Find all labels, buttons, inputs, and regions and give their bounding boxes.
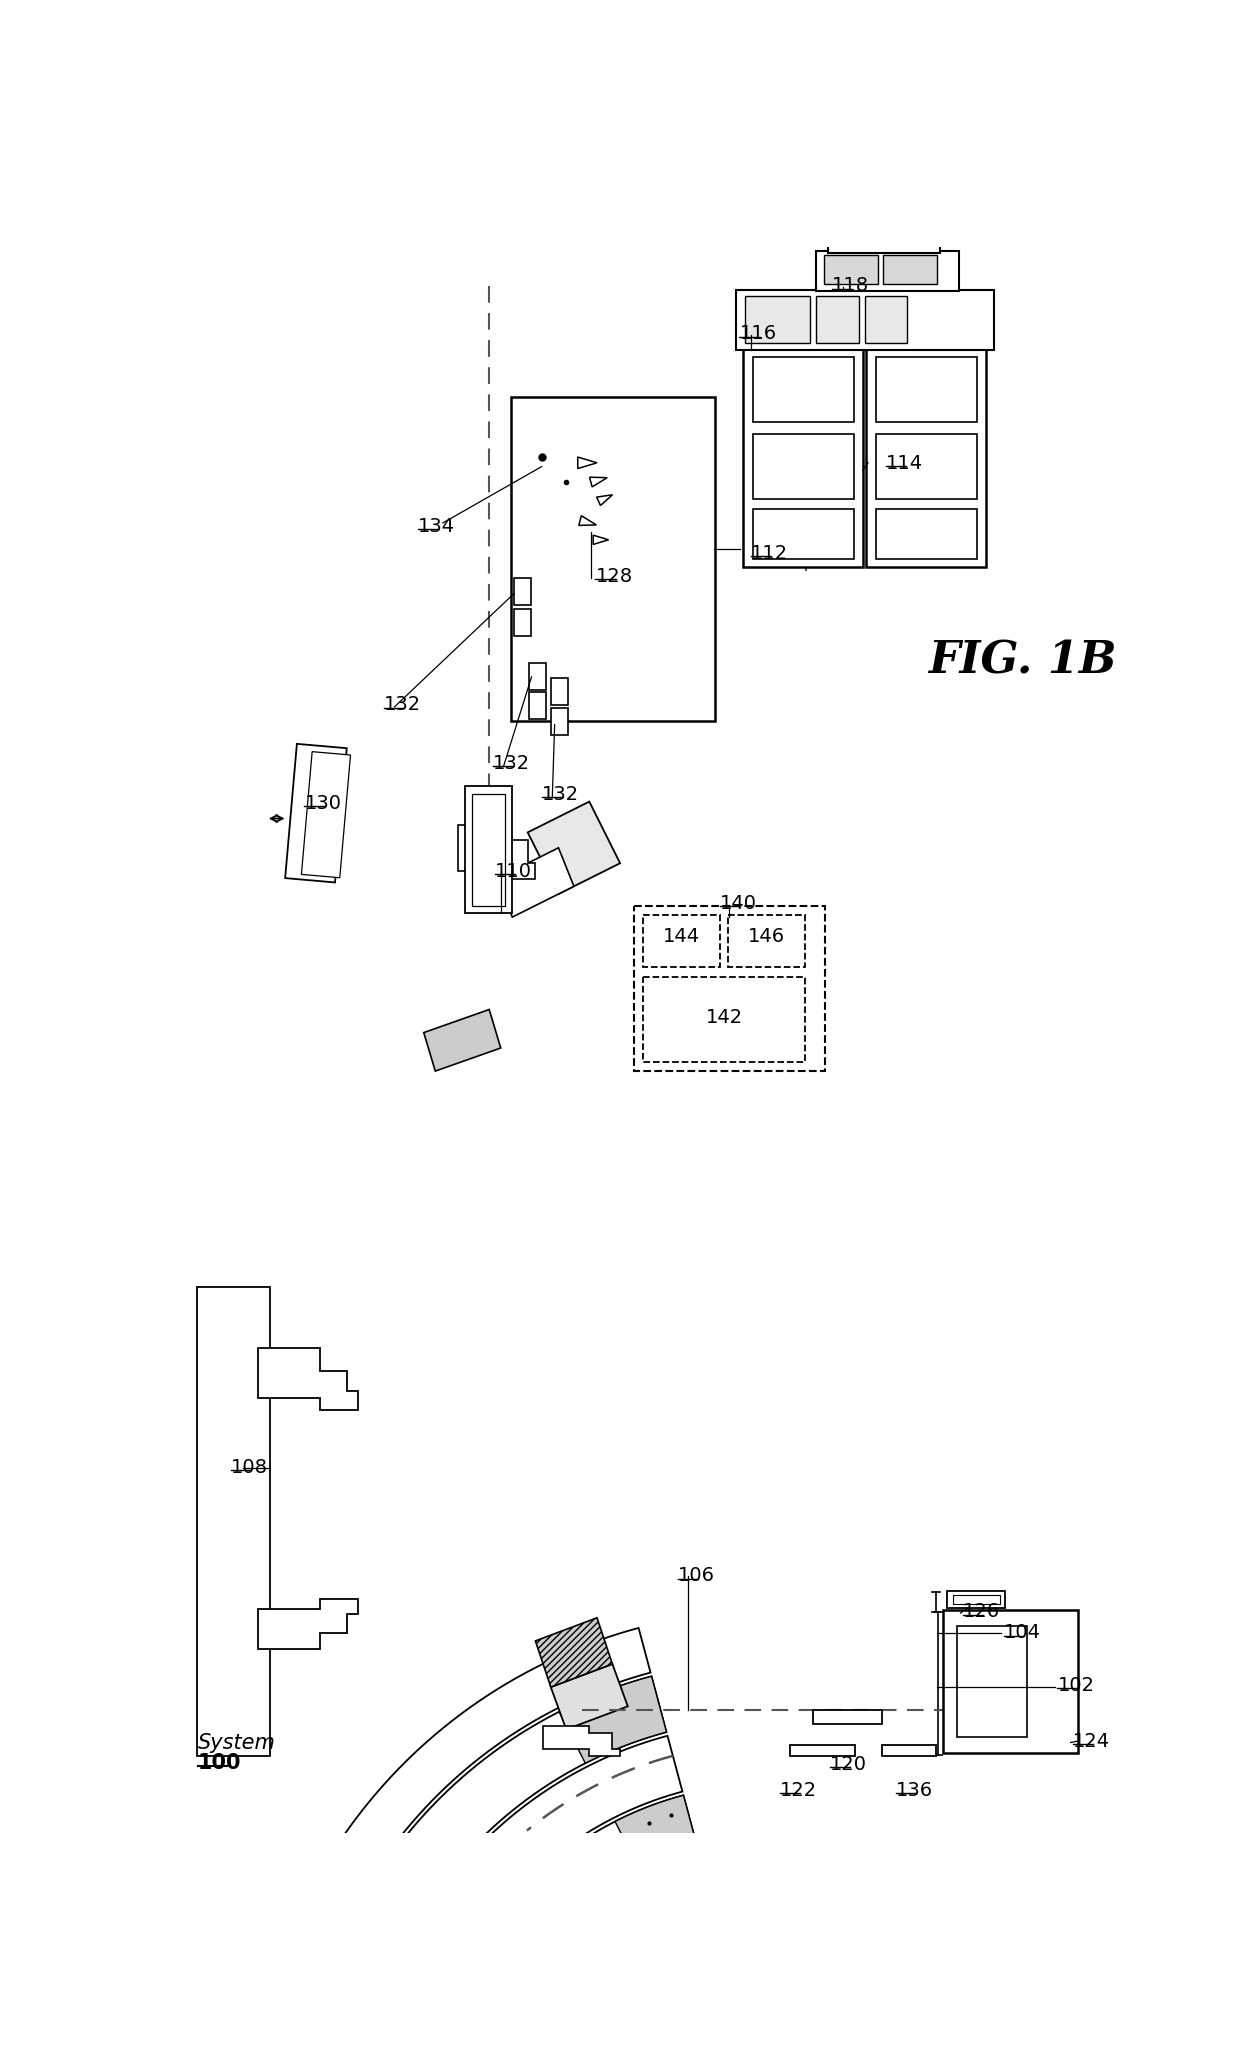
Polygon shape	[300, 1677, 666, 2060]
Text: 106: 106	[678, 1566, 714, 1586]
Bar	[511, 398, 714, 721]
Text: 102: 102	[1058, 1675, 1095, 1695]
Text: 136: 136	[895, 1782, 932, 1800]
Text: 110: 110	[495, 861, 532, 882]
Text: 116: 116	[739, 323, 776, 344]
Bar	[743, 348, 863, 566]
Bar	[816, 251, 959, 290]
Text: 104: 104	[1003, 1623, 1040, 1642]
Bar	[551, 709, 568, 735]
Bar	[513, 579, 531, 606]
Bar	[472, 793, 505, 906]
Bar	[875, 433, 977, 499]
Bar	[882, 1745, 936, 1757]
Polygon shape	[543, 1726, 620, 1757]
Polygon shape	[551, 1664, 627, 1730]
Polygon shape	[258, 1349, 358, 1409]
Polygon shape	[589, 478, 608, 486]
Bar	[753, 509, 854, 558]
Bar	[875, 509, 977, 558]
Polygon shape	[285, 744, 347, 882]
Bar	[812, 1710, 882, 1724]
Bar	[790, 1745, 854, 1757]
Polygon shape	[579, 515, 596, 525]
Bar	[875, 356, 977, 422]
Bar	[465, 787, 512, 913]
Polygon shape	[596, 494, 613, 505]
Polygon shape	[362, 1737, 682, 2060]
Text: 140: 140	[720, 894, 758, 913]
Bar	[735, 290, 993, 350]
Text: 142: 142	[706, 1007, 743, 1026]
Bar	[728, 915, 805, 966]
Text: 118: 118	[832, 276, 869, 295]
Polygon shape	[593, 536, 609, 544]
Bar	[828, 225, 940, 253]
Bar	[634, 906, 825, 1071]
Bar	[513, 610, 531, 637]
Text: 132: 132	[542, 785, 579, 803]
Text: 146: 146	[748, 927, 785, 946]
Text: 130: 130	[304, 793, 341, 814]
Bar	[944, 1611, 1079, 1753]
Polygon shape	[258, 1599, 358, 1648]
Bar	[529, 692, 546, 719]
Text: 108: 108	[231, 1458, 268, 1477]
Text: 114: 114	[885, 453, 923, 472]
Bar	[947, 1590, 1006, 1607]
Bar	[816, 297, 859, 344]
Bar	[867, 348, 986, 566]
Text: 144: 144	[663, 927, 701, 946]
Bar	[866, 297, 908, 344]
Polygon shape	[250, 1627, 651, 2060]
Polygon shape	[536, 1617, 613, 1687]
Text: System: System	[198, 1732, 277, 1753]
Polygon shape	[497, 849, 574, 917]
Polygon shape	[197, 1288, 270, 1757]
Bar	[825, 255, 878, 284]
Text: 134: 134	[418, 517, 455, 536]
Bar	[753, 433, 854, 499]
Bar	[952, 1594, 1001, 1605]
Bar	[753, 356, 854, 422]
Polygon shape	[615, 1794, 698, 1873]
Text: 132: 132	[383, 696, 420, 715]
Polygon shape	[559, 1677, 666, 1763]
Bar	[529, 663, 546, 690]
Text: FIG. 1B: FIG. 1B	[928, 641, 1116, 684]
Bar	[644, 976, 805, 1061]
Bar	[644, 915, 720, 966]
Polygon shape	[424, 1009, 501, 1071]
Text: 124: 124	[1073, 1732, 1110, 1751]
Bar	[745, 297, 810, 344]
Text: 126: 126	[962, 1603, 999, 1621]
Polygon shape	[578, 457, 596, 468]
Polygon shape	[301, 752, 351, 878]
Polygon shape	[528, 801, 620, 894]
Bar	[883, 255, 937, 284]
Bar	[957, 1625, 1027, 1737]
Bar	[551, 678, 568, 705]
Text: 128: 128	[595, 566, 632, 585]
Text: 132: 132	[494, 754, 531, 772]
Text: 100: 100	[198, 1753, 242, 1772]
Polygon shape	[424, 1794, 698, 2060]
Polygon shape	[459, 824, 536, 880]
Text: 112: 112	[751, 544, 789, 562]
Text: 122: 122	[780, 1782, 817, 1800]
Text: 120: 120	[830, 1755, 867, 1774]
